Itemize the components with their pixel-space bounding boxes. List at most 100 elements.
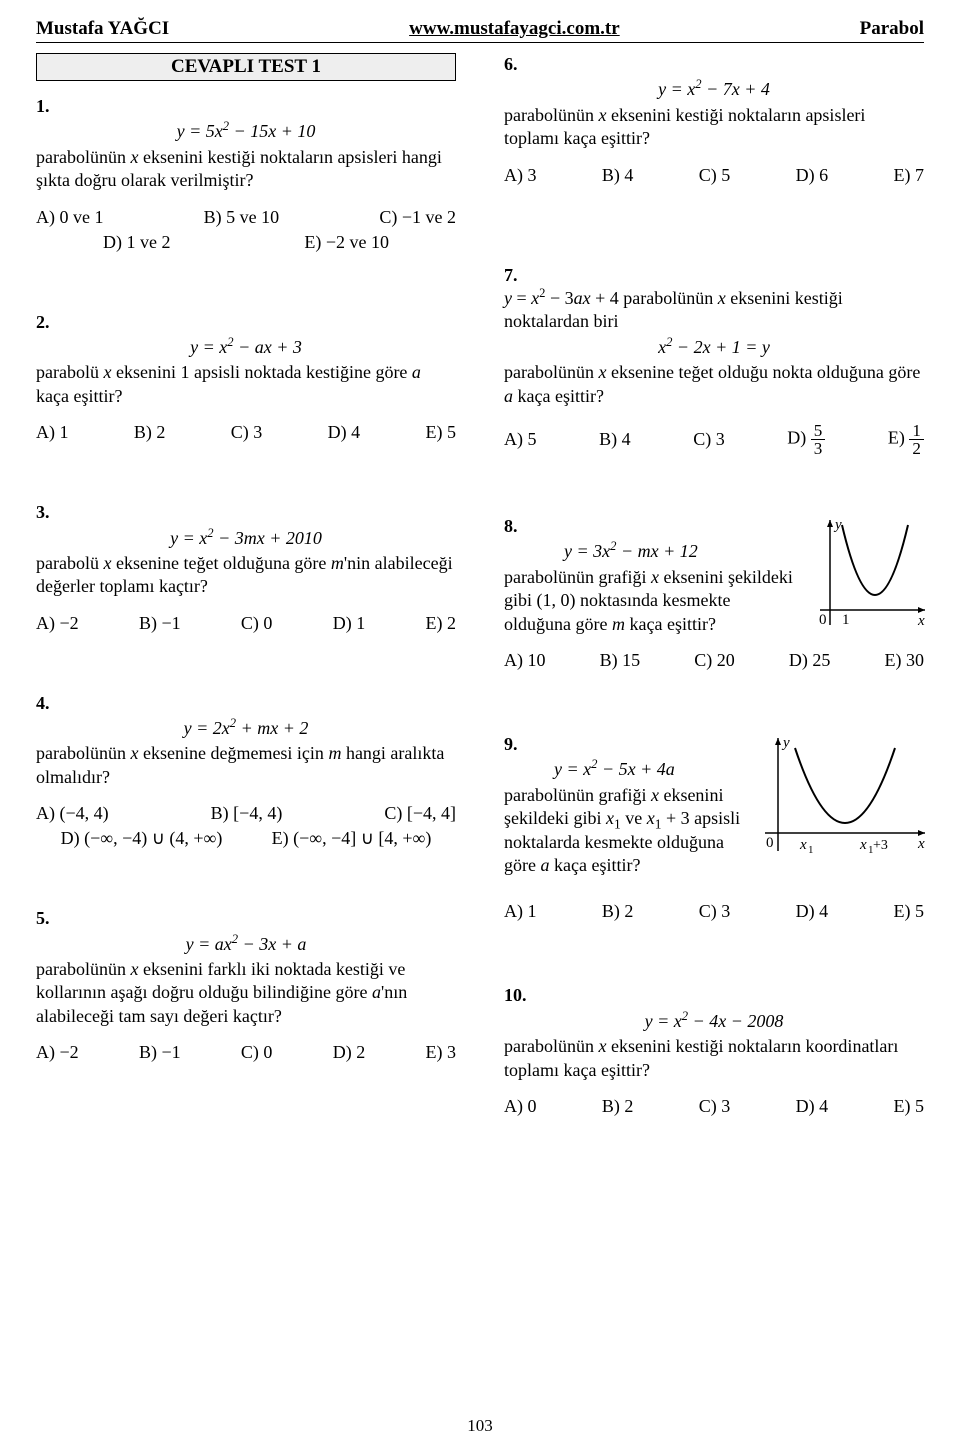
- q7-D: D) 53: [787, 422, 825, 457]
- q2-D: D) 4: [328, 422, 361, 443]
- q9-B: B) 2: [602, 901, 634, 922]
- q1-B: B) 5 ve 10: [204, 207, 280, 228]
- question-2: 2. y = x2 − ax + 3 parabolü x eksenini 1…: [36, 311, 456, 444]
- q7-choices: A) 5 B) 4 C) 3 D) 53 E) 12: [504, 422, 924, 457]
- q5-choices: A) −2 B) −1 C) 0 D) 2 E) 3: [36, 1042, 456, 1063]
- q5-A: A) −2: [36, 1042, 79, 1063]
- q1-E: E) −2 ve 10: [304, 232, 389, 253]
- q7-C: C) 3: [693, 429, 725, 450]
- q8-eq: y = 3x2 − mx + 12: [504, 540, 794, 563]
- q7-B: B) 4: [599, 429, 631, 450]
- q1-text: parabolünün x eksenini kestiği noktaları…: [36, 147, 442, 190]
- q8-B: B) 15: [600, 650, 641, 671]
- q4-A: A) (−4, 4): [36, 803, 109, 824]
- q10-D: D) 4: [796, 1096, 829, 1117]
- header-author: Mustafa YAĞCI: [36, 18, 169, 40]
- q9-num: 9.: [504, 734, 518, 754]
- q3-B: B) −1: [139, 613, 181, 634]
- svg-text:0: 0: [766, 835, 774, 851]
- q7-num: 7.: [504, 265, 518, 285]
- q9-eq: y = x2 − 5x + 4a: [504, 758, 754, 781]
- q10-B: B) 2: [602, 1096, 634, 1117]
- svg-text:1: 1: [808, 844, 814, 856]
- q2-A: A) 1: [36, 422, 69, 443]
- q8-text: parabolünün grafiği x eksenini şekildeki…: [504, 567, 793, 634]
- q4-num: 4.: [36, 693, 50, 713]
- q5-E: E) 3: [426, 1042, 457, 1063]
- svg-text:x: x: [859, 837, 867, 853]
- q3-A: A) −2: [36, 613, 79, 634]
- left-column: CEVAPLI TEST 1 1. y = 5x2 − 15x + 10 par…: [36, 53, 456, 1117]
- q8-choices: A) 10 B) 15 C) 20 D) 25 E) 30: [504, 650, 924, 671]
- q2-eq: y = x2 − ax + 3: [36, 336, 456, 359]
- q9-text: parabolünün grafiği x eksenini şekildeki…: [504, 785, 740, 875]
- q5-D: D) 2: [333, 1042, 366, 1063]
- svg-text:y: y: [833, 517, 842, 533]
- svg-text:1: 1: [842, 612, 850, 628]
- header-topic: Parabol: [860, 18, 924, 40]
- q1-C: C) −1 ve 2: [379, 207, 456, 228]
- q7-text2: parabolünün x eksenine teğet olduğu nokt…: [504, 362, 920, 405]
- q2-C: C) 3: [231, 422, 263, 443]
- q6-D: D) 6: [796, 165, 829, 186]
- q6-choices: A) 3 B) 4 C) 5 D) 6 E) 7: [504, 165, 924, 186]
- content-columns: CEVAPLI TEST 1 1. y = 5x2 − 15x + 10 par…: [36, 53, 924, 1117]
- q6-E: E) 7: [894, 165, 925, 186]
- q9-A: A) 1: [504, 901, 537, 922]
- page-header: Mustafa YAĞCI www.mustafayagci.com.tr Pa…: [36, 18, 924, 43]
- q1-choices: A) 0 ve 1 B) 5 ve 10 C) −1 ve 2 D) 1 ve …: [36, 207, 456, 253]
- q4-E: E) (−∞, −4] ∪ [4, +∞): [272, 828, 432, 849]
- q7-E: E) 12: [888, 422, 924, 457]
- q7-A: A) 5: [504, 429, 537, 450]
- q9-C: C) 3: [699, 901, 731, 922]
- q8-graph: y x 0 1: [800, 515, 930, 635]
- q7-eq: x2 − 2x + 1 = y: [504, 336, 924, 359]
- q6-A: A) 3: [504, 165, 537, 186]
- q5-num: 5.: [36, 908, 50, 928]
- question-8: 8. y = 3x2 − mx + 12 parabolünün grafiği…: [504, 515, 924, 671]
- question-5: 5. y = ax2 − 3x + a parabolünün x ekseni…: [36, 907, 456, 1063]
- q5-text: parabolünün x eksenini farklı iki noktad…: [36, 959, 407, 1026]
- q6-num: 6.: [504, 54, 518, 74]
- q2-num: 2.: [36, 312, 50, 332]
- q9-D: D) 4: [796, 901, 829, 922]
- svg-text:x: x: [799, 837, 807, 853]
- q1-A: A) 0 ve 1: [36, 207, 103, 228]
- q3-E: E) 2: [426, 613, 457, 634]
- q8-A: A) 10: [504, 650, 546, 671]
- q3-text: parabolü x eksenine teğet olduğuna göre …: [36, 553, 453, 596]
- q3-num: 3.: [36, 502, 50, 522]
- question-4: 4. y = 2x2 + mx + 2 parabolünün x ekseni…: [36, 692, 456, 850]
- q10-eq: y = x2 − 4x − 2008: [504, 1010, 924, 1033]
- q1-eq: y = 5x2 − 15x + 10: [36, 120, 456, 143]
- q6-eq: y = x2 − 7x + 4: [504, 78, 924, 101]
- right-column: 6. y = x2 − 7x + 4 parabolünün x eksenin…: [504, 53, 924, 1117]
- question-6: 6. y = x2 − 7x + 4 parabolünün x eksenin…: [504, 53, 924, 186]
- q9-E: E) 5: [894, 901, 925, 922]
- q10-A: A) 0: [504, 1096, 537, 1117]
- q2-B: B) 2: [134, 422, 166, 443]
- q10-E: E) 5: [894, 1096, 925, 1117]
- header-site: www.mustafayagci.com.tr: [409, 18, 620, 40]
- q4-D: D) (−∞, −4) ∪ (4, +∞): [61, 828, 223, 849]
- q1-D: D) 1 ve 2: [103, 232, 170, 253]
- q4-choices: A) (−4, 4) B) [−4, 4) C) [−4, 4] D) (−∞,…: [36, 803, 456, 849]
- question-7: 7. y = x2 − 3ax + 4 y = x² − 3ax + 4 par…: [504, 264, 924, 458]
- q10-num: 10.: [504, 985, 527, 1005]
- q4-eq: y = 2x2 + mx + 2: [36, 717, 456, 740]
- question-10: 10. y = x2 − 4x − 2008 parabolünün x eks…: [504, 984, 924, 1117]
- q8-D: D) 25: [789, 650, 831, 671]
- q10-C: C) 3: [699, 1096, 731, 1117]
- q10-text: parabolünün x eksenini kestiği noktaları…: [504, 1036, 898, 1079]
- q1-num: 1.: [36, 96, 50, 116]
- svg-text:y: y: [781, 735, 790, 751]
- q6-C: C) 5: [699, 165, 731, 186]
- q2-choices: A) 1 B) 2 C) 3 D) 4 E) 5: [36, 422, 456, 443]
- q8-C: C) 20: [694, 650, 735, 671]
- q4-text: parabolünün x eksenine değmemesi için m …: [36, 743, 444, 786]
- q9-graph: y x 0 x1 x1+3: [760, 733, 930, 863]
- svg-text:+3: +3: [873, 838, 888, 853]
- q3-choices: A) −2 B) −1 C) 0 D) 1 E) 2: [36, 613, 456, 634]
- q8-num: 8.: [504, 516, 518, 536]
- q5-C: C) 0: [241, 1042, 273, 1063]
